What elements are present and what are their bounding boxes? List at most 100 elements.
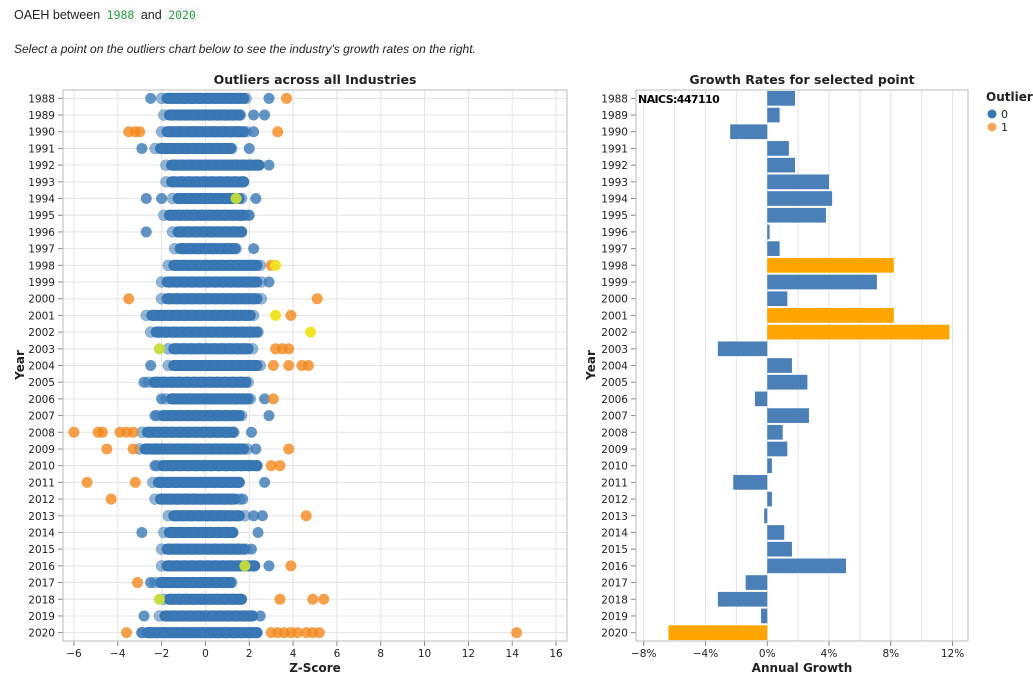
growth-bar-1990[interactable]	[730, 124, 768, 140]
scatter-point[interactable]	[259, 476, 271, 488]
growth-bar-2015[interactable]	[767, 541, 792, 557]
growth-bar-2013[interactable]	[764, 508, 768, 524]
scatter-point[interactable]	[270, 309, 282, 321]
scatter-point[interactable]	[138, 610, 150, 622]
growth-bar-1988[interactable]	[767, 91, 796, 106]
growth-bar-1998[interactable]	[767, 257, 894, 273]
scatter-point[interactable]	[259, 109, 271, 121]
scatter-point[interactable]	[250, 193, 262, 205]
scatter-point[interactable]	[285, 560, 297, 572]
scatter-point[interactable]	[132, 577, 144, 589]
scatter-point[interactable]	[263, 159, 275, 171]
growth-bar-2019[interactable]	[761, 608, 768, 624]
scatter-point[interactable]	[145, 577, 157, 589]
growth-bar-2017[interactable]	[745, 575, 768, 590]
scatter-point[interactable]	[307, 593, 319, 605]
scatter-point[interactable]	[263, 276, 275, 288]
scatter-point[interactable]	[263, 560, 275, 572]
scatter-point[interactable]	[245, 543, 257, 555]
growth-bar-2003[interactable]	[717, 341, 768, 357]
scatter-point[interactable]	[285, 309, 297, 321]
growth-bar-2012[interactable]	[767, 491, 772, 507]
scatter-point[interactable]	[127, 443, 139, 455]
growth-bar-2007[interactable]	[767, 408, 809, 423]
growth-bar-2009[interactable]	[767, 441, 788, 457]
growth-bar-1992[interactable]	[767, 157, 796, 173]
scatter-point[interactable]	[300, 510, 312, 522]
scatter-point[interactable]	[283, 360, 295, 371]
scatter-point[interactable]	[149, 460, 161, 472]
scatter-point[interactable]	[250, 443, 262, 455]
scatter-point[interactable]	[511, 627, 523, 639]
growth-bar-2005[interactable]	[767, 374, 808, 390]
scatter-point[interactable]	[305, 326, 317, 338]
scatter-point[interactable]	[291, 627, 303, 639]
scatter-point[interactable]	[272, 126, 284, 138]
scatter-point[interactable]	[134, 126, 146, 138]
scatter-point[interactable]	[281, 92, 293, 104]
scatter-point[interactable]	[136, 526, 148, 538]
growth-bar-2004[interactable]	[767, 358, 792, 373]
growth-bar-2010[interactable]	[767, 458, 772, 474]
scatter-point[interactable]	[252, 526, 264, 538]
scatter-point[interactable]	[248, 126, 260, 138]
scatter-point[interactable]	[127, 426, 139, 438]
growth-bar-1991[interactable]	[767, 141, 789, 156]
scatter-point[interactable]	[101, 443, 113, 455]
scatter-point[interactable]	[136, 142, 148, 154]
scatter-point[interactable]	[149, 410, 161, 422]
scatter-point[interactable]	[248, 510, 260, 522]
growth-bar-1989[interactable]	[767, 107, 780, 123]
growth-bars[interactable]	[668, 91, 950, 640]
scatter-point[interactable]	[153, 593, 165, 605]
scatter-point[interactable]	[230, 193, 242, 205]
scatter-point[interactable]	[81, 476, 93, 488]
scatter-points[interactable]	[68, 92, 523, 639]
scatter-point[interactable]	[267, 360, 279, 371]
scatter-point[interactable]	[265, 460, 277, 472]
growth-bar-2006[interactable]	[754, 391, 768, 407]
scatter-point[interactable]	[302, 360, 314, 371]
growth-bar-2011[interactable]	[733, 475, 768, 490]
scatter-point[interactable]	[311, 293, 323, 305]
scatter-point[interactable]	[256, 510, 268, 522]
scatter-point[interactable]	[259, 393, 271, 405]
scatter-point[interactable]	[283, 443, 295, 455]
growth-bar-1994[interactable]	[767, 191, 833, 206]
scatter-point[interactable]	[245, 426, 257, 438]
growth-bar-2016[interactable]	[767, 558, 847, 574]
scatter-point[interactable]	[313, 627, 325, 639]
scatter-point[interactable]	[129, 476, 141, 488]
growth-bar-2014[interactable]	[767, 525, 785, 540]
growth-bar-1995[interactable]	[767, 207, 826, 223]
scatter-point[interactable]	[237, 493, 249, 505]
growth-bar-1997[interactable]	[767, 241, 780, 256]
scatter-point[interactable]	[156, 393, 168, 405]
growth-bar-2020[interactable]	[668, 625, 768, 640]
scatter-point[interactable]	[140, 226, 152, 238]
scatter-point[interactable]	[145, 92, 157, 104]
scatter-point[interactable]	[248, 109, 260, 121]
scatter-point[interactable]	[68, 426, 80, 438]
growth-bar-2000[interactable]	[767, 291, 788, 307]
scatter-point[interactable]	[243, 142, 255, 154]
scatter-point[interactable]	[136, 627, 148, 639]
growth-bar-2008[interactable]	[767, 424, 783, 440]
scatter-point[interactable]	[121, 627, 133, 639]
scatter-point[interactable]	[263, 92, 275, 104]
scatter-point[interactable]	[140, 193, 152, 205]
scatter-point[interactable]	[138, 376, 150, 388]
growth-bar-2001[interactable]	[767, 308, 894, 323]
scatter-point[interactable]	[263, 410, 275, 422]
scatter-point[interactable]	[145, 360, 157, 371]
growth-bar-2018[interactable]	[717, 591, 768, 607]
scatter-point[interactable]	[248, 243, 260, 255]
scatter-point[interactable]	[318, 593, 330, 605]
growth-bar-1999[interactable]	[767, 274, 877, 290]
scatter-point[interactable]	[274, 593, 286, 605]
scatter-point[interactable]	[270, 259, 282, 271]
scatter-point[interactable]	[239, 560, 251, 572]
growth-bar-1996[interactable]	[767, 224, 770, 240]
scatter-point[interactable]	[274, 460, 286, 472]
scatter-point[interactable]	[156, 193, 168, 205]
